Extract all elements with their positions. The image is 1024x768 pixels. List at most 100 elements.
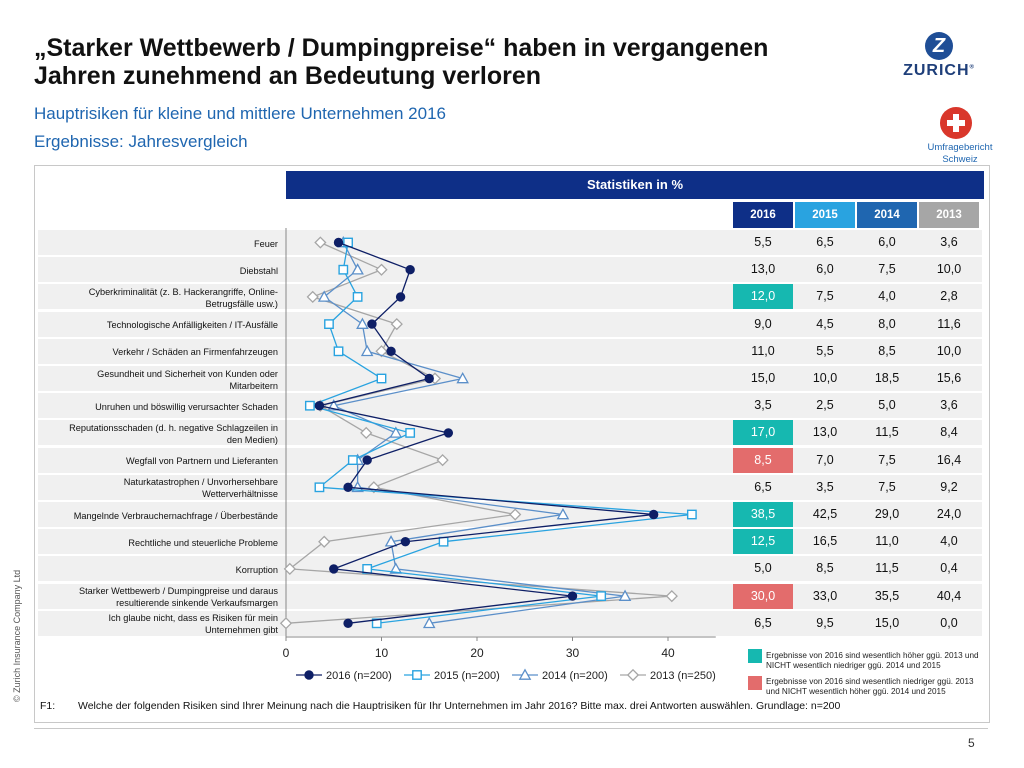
zurich-logo-text: ZURICH: [903, 62, 970, 79]
value-cell-2013: 10,0: [936, 343, 962, 358]
table-row: [38, 284, 982, 310]
risk-label-line: Wetterverhältnisse: [202, 489, 278, 500]
legend-up-line-1: Ergebnisse von 2016 sind wesentlich höhe…: [766, 651, 979, 660]
value-cell-2016: 8,5: [733, 447, 793, 473]
value-cell-2014: 7,5: [878, 262, 896, 277]
point-2014: [618, 589, 632, 601]
statistics-header: Statistiken in %: [286, 171, 984, 199]
value-cell-2013: 15,6: [936, 371, 962, 385]
value-cell-2015: 33,0: [812, 588, 838, 603]
value-cell-2014: 18,5: [874, 371, 900, 385]
value-cell-2016: 6,5: [754, 615, 772, 630]
value-cell-2015: 7,5: [816, 289, 834, 304]
value-cell-2015: 5,5: [816, 343, 834, 358]
point-2013: [283, 562, 296, 576]
x-tick-label: 0: [283, 646, 290, 660]
point-2013: [306, 290, 319, 304]
value-cell-2013: 2,8: [940, 289, 958, 304]
table-row: [38, 556, 982, 582]
value-cell-2013: 0,4: [940, 561, 958, 576]
risk-label-line: Naturkatastrophen / Unvorhersehbare: [123, 477, 278, 488]
point-2014: [389, 562, 403, 574]
value-cell-2013: 8,4: [940, 425, 958, 440]
risk-label-line: Korruption: [235, 564, 278, 575]
value-cell-2016: 5,0: [754, 561, 772, 576]
value-cell-2016: 15,0: [750, 371, 776, 385]
point-2014: [317, 290, 331, 302]
footnote: F1: Welche der folgenden Risiken sind Ihr…: [40, 700, 840, 712]
point-2016: [405, 265, 415, 275]
value-cell-2013: 16,4: [936, 452, 962, 467]
content-frame: [34, 165, 990, 723]
risk-label-line: Rechtliche und steuerliche Probleme: [128, 537, 278, 548]
x-tick-label: 20: [470, 646, 484, 660]
value-cell-2013: 4,0: [940, 534, 958, 549]
subtitle-comparison: Ergebnisse: Jahresvergleich: [34, 132, 248, 151]
risk-label-line: Feuer: [253, 238, 278, 249]
value-cell-2016: 5,5: [754, 235, 772, 249]
value-cell-2016: 9,0: [754, 316, 772, 331]
risk-label-line: Mitarbeitern: [229, 380, 278, 391]
point-2015: [405, 428, 416, 438]
risk-label: Starker Wettbewerb / Dumpingpreise und d…: [40, 585, 278, 609]
point-2015: [333, 346, 344, 357]
title-line-2: Jahren zunehmend an Bedeutung verloren: [34, 62, 542, 90]
value-cell-2015: 13,0: [812, 425, 838, 440]
risk-label-line: Reputationsschaden (d. h. negative Schla…: [69, 422, 278, 433]
x-tick-label: 10: [375, 646, 389, 660]
value-cell-2014: 7,5: [878, 479, 896, 494]
table-row: [38, 393, 982, 419]
point-2016: [333, 237, 344, 248]
footnote-code: F1:: [40, 700, 56, 712]
point-2014: [456, 371, 469, 384]
value-cell-2015: 7,0: [816, 452, 834, 467]
point-2013: [279, 617, 293, 630]
point-2015: [304, 400, 315, 411]
value-cell-2014: 6,0: [878, 235, 896, 249]
value-cell-2014: 5,0: [878, 398, 896, 413]
legend-label-2013: 2013 (n=250): [650, 670, 716, 682]
value-cell-2013: 10,0: [936, 262, 962, 277]
zurich-logo-mark: Z: [925, 32, 953, 60]
value-cell-2013: 0,0: [940, 615, 958, 630]
legend-marker-2015: [412, 670, 422, 680]
value-cell-2013: 40,4: [936, 588, 962, 603]
value-cell-2014: 4,0: [878, 289, 896, 304]
point-2015: [352, 292, 363, 302]
page-number: 5: [968, 736, 975, 750]
risk-label-line: Ich glaube nicht, dass es Risiken für me…: [108, 613, 278, 624]
point-2016: [367, 319, 377, 329]
point-2014: [422, 616, 436, 629]
point-2016: [362, 455, 372, 465]
title-line-1: „Starker Wettbewerb / Dumpingpreise“ hab…: [34, 34, 769, 62]
table-row: [38, 447, 982, 473]
legend-label-2014: 2014 (n=200): [542, 670, 608, 682]
value-cell-2015: 6,0: [816, 262, 834, 277]
value-cell-2016: 38,5: [733, 502, 793, 527]
risk-label-line: Betrugsfälle usw.): [205, 298, 278, 309]
point-2014: [360, 344, 374, 357]
value-cell-2015: 9,5: [816, 615, 834, 630]
risk-label-line: den Medien): [226, 434, 278, 445]
risk-label: Diebstahl: [40, 265, 278, 277]
value-cell-2013: 24,0: [936, 507, 962, 521]
value-cell-2013: 3,6: [940, 235, 958, 249]
risk-label: Wegfall von Partnern und Lieferanten: [40, 455, 278, 467]
value-cell-2015: 42,5: [812, 507, 838, 521]
risk-label: Mangelnde Verbrauchernachfrage / Überbes…: [40, 510, 278, 522]
value-cell-2014: 11,5: [875, 561, 899, 576]
value-cell-2014: 29,0: [874, 507, 900, 521]
risk-label: Verkehr / Schäden an Firmenfahrzeugen: [40, 346, 278, 358]
point-2014: [556, 507, 570, 520]
series-line-2013: [285, 241, 672, 624]
point-2016: [567, 591, 578, 601]
survey-badge-line-1: Umfragebericht: [927, 142, 993, 153]
copyright: © Zurich Insurance Company Ltd: [12, 569, 22, 702]
legend-marker-2013: [626, 668, 640, 682]
value-cell-2014: 35,5: [874, 588, 900, 603]
point-2016: [443, 428, 454, 438]
value-cell-2015: 8,5: [816, 561, 834, 576]
risk-label: Rechtliche und steuerliche Probleme: [40, 537, 278, 549]
point-2015: [371, 618, 382, 629]
